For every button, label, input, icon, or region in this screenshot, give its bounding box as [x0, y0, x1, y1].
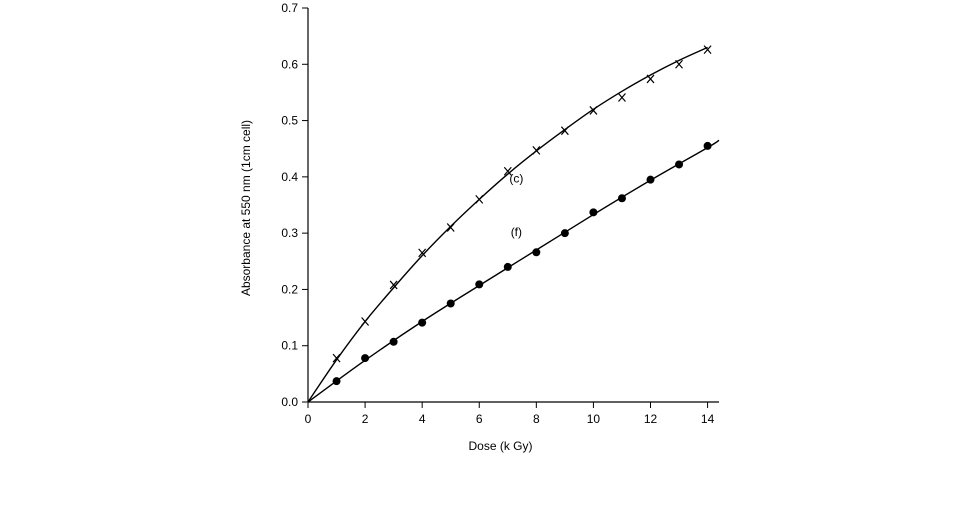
circle-marker [389, 337, 398, 346]
circle-marker [617, 194, 626, 203]
circle-marker [560, 229, 569, 238]
x-marker [675, 59, 683, 69]
x-marker-stroke [618, 93, 626, 102]
x-marker-stroke [646, 74, 655, 84]
circle-marker [418, 318, 427, 327]
x-marker-stroke [589, 106, 598, 115]
y-tick-label: 0.5 [281, 114, 298, 128]
y-tick-label: 0.2 [281, 282, 298, 296]
x-axis-title: Dose (k Gy) [468, 439, 532, 453]
y-tick-label: 0.6 [281, 57, 298, 71]
circle-marker [646, 175, 655, 184]
x-marker-stroke [675, 59, 683, 69]
series-label: (c) [509, 171, 523, 185]
x-marker [560, 126, 569, 136]
x-marker [618, 93, 626, 102]
circle-marker [361, 354, 370, 363]
series-f: (f) [307, 139, 720, 403]
x-marker [418, 248, 427, 258]
x-marker-stroke [332, 353, 341, 363]
x-tick-label: 0 [305, 412, 312, 426]
y-axis-title: Absorbance at 550 nm (1cm cell) [239, 120, 253, 296]
x-tick-label: 8 [533, 412, 540, 426]
x-tick-label: 2 [362, 412, 369, 426]
x-marker [475, 194, 484, 204]
series-label: (f) [511, 225, 522, 239]
x-marker-stroke [389, 280, 398, 290]
circle-marker [675, 160, 684, 169]
x-axis-ticks: 0 2 4 6 8 10 12 14 [305, 402, 715, 426]
y-axis-ticks: 0.0 0.1 0.2 0.3 0.4 0.5 0.6 0.7 [281, 1, 308, 409]
y-tick-label: 0.0 [281, 395, 298, 409]
x-tick-label: 6 [476, 412, 483, 426]
x-tick-label: 4 [419, 412, 426, 426]
x-marker [589, 106, 598, 115]
x-marker-stroke [532, 146, 541, 155]
y-tick-label: 0.7 [281, 1, 298, 15]
x-marker-stroke [361, 317, 370, 326]
x-tick-label: 10 [587, 412, 601, 426]
x-marker-stroke [418, 248, 427, 258]
x-marker-stroke [703, 45, 712, 55]
x-marker [503, 166, 512, 176]
circle-marker [589, 208, 598, 217]
x-tick-label: 14 [701, 412, 715, 426]
series-c: (c) [307, 45, 712, 403]
circle-marker [446, 299, 455, 308]
x-marker [389, 280, 398, 290]
x-marker-stroke [475, 194, 484, 204]
x-marker-stroke [503, 166, 512, 176]
y-tick-label: 0.3 [281, 226, 298, 240]
x-marker [532, 146, 541, 155]
x-marker [446, 223, 455, 232]
x-marker-stroke [446, 223, 455, 232]
circle-marker [332, 377, 341, 386]
circle-marker [703, 141, 712, 150]
x-marker [361, 317, 370, 326]
circle-marker [532, 248, 541, 257]
y-tick-label: 0.4 [281, 170, 298, 184]
x-marker [703, 45, 712, 55]
x-marker [646, 74, 655, 84]
x-marker [332, 353, 341, 363]
circle-marker [503, 262, 512, 271]
x-tick-label: 12 [644, 412, 658, 426]
y-tick-label: 0.1 [281, 339, 298, 353]
x-marker-stroke [560, 126, 569, 136]
series-layer: (c) (f) [307, 45, 720, 403]
series-fit-line [307, 46, 708, 403]
axes [307, 8, 719, 403]
circle-marker [475, 280, 484, 289]
